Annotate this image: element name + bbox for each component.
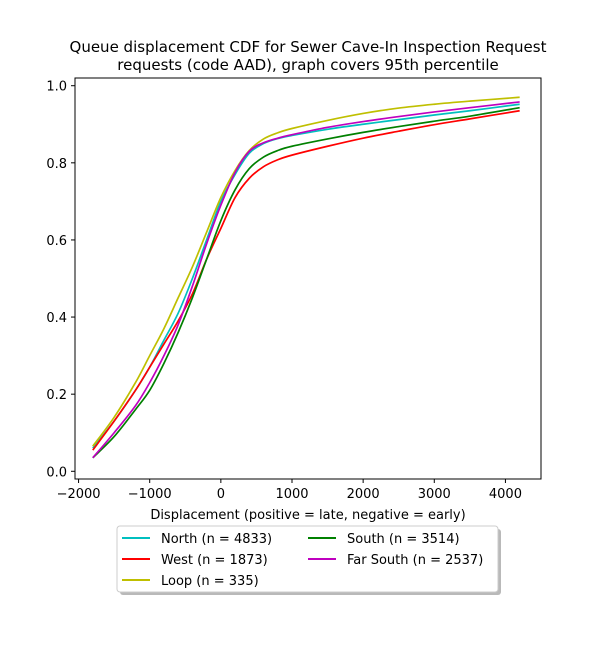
- y-tick-label: 0.2: [46, 388, 67, 403]
- series-line-1: [92, 109, 520, 451]
- series-lines: [92, 96, 520, 459]
- legend-label-2: Loop (n = 335): [161, 574, 259, 589]
- x-tick-label: −1000: [128, 487, 172, 502]
- legend: North (n = 4833) West (n = 1873) Loop (n =…: [116, 525, 501, 595]
- y-tick-label: 0.4: [46, 311, 67, 326]
- series-line-2: [92, 96, 520, 447]
- x-tick-label: 0: [217, 487, 225, 502]
- x-tick-label: −2000: [57, 487, 101, 502]
- plot-area-frame: [74, 77, 542, 480]
- y-tick-label: 0.0: [46, 465, 67, 480]
- y-tick-label: 1.0: [46, 80, 67, 95]
- y-tick-label: 0.6: [46, 234, 67, 249]
- y-axis: 0.0 0.2 0.4 0.6 0.8 1.0: [46, 80, 75, 480]
- x-tick-label: 2000: [347, 487, 380, 502]
- legend-label-3: South (n = 3514): [347, 532, 460, 547]
- legend-label-4: Far South (n = 2537): [347, 553, 483, 568]
- series-line-4: [92, 101, 520, 459]
- series-line-3: [92, 106, 520, 459]
- chart-title-line-2: requests (code AAD), graph covers 95th p…: [117, 56, 499, 74]
- series-line-0: [92, 103, 520, 449]
- x-axis: −2000 −1000 0 1000 2000 3000 4000: [57, 479, 522, 502]
- chart-title-line-1: Queue displacement CDF for Sewer Cave-In…: [70, 38, 547, 56]
- x-axis-label: Displacement (positive = late, negative …: [150, 508, 465, 523]
- legend-label-1: West (n = 1873): [161, 553, 268, 568]
- x-tick-label: 4000: [489, 487, 522, 502]
- legend-box: [116, 525, 499, 593]
- legend-entries: North (n = 4833) West (n = 1873) Loop (n =…: [122, 532, 483, 589]
- x-tick-label: 1000: [275, 487, 308, 502]
- x-tick-label: 3000: [418, 487, 451, 502]
- y-tick-label: 0.8: [46, 157, 67, 172]
- legend-label-0: North (n = 4833): [161, 532, 272, 547]
